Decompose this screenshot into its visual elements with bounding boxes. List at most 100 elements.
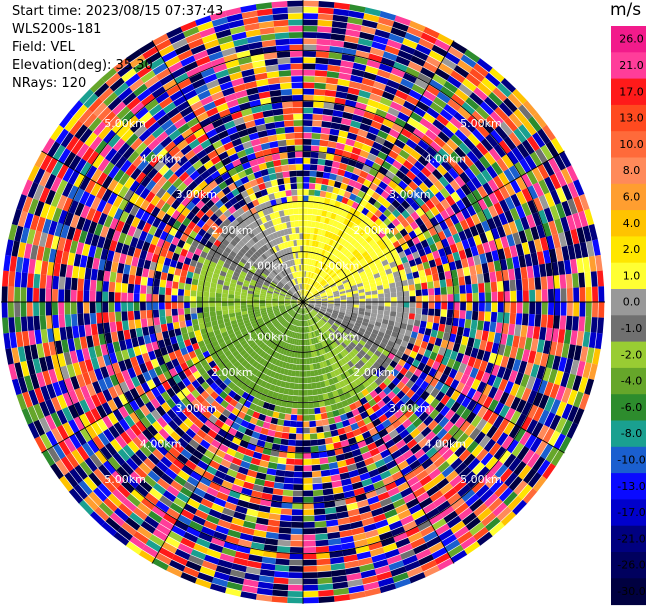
velocity-gate: [26, 287, 33, 302]
velocity-gate: [439, 187, 451, 199]
velocity-gate: [506, 334, 514, 347]
velocity-gate: [260, 563, 276, 571]
velocity-gate: [339, 529, 353, 538]
velocity-gate: [348, 585, 365, 594]
velocity-gate: [388, 33, 405, 44]
velocity-gate: [340, 342, 348, 349]
velocity-gate: [316, 362, 321, 370]
velocity-gate: [140, 302, 146, 311]
velocity-gate: [422, 229, 432, 240]
velocity-gate: [306, 320, 309, 327]
velocity-gate: [337, 517, 350, 526]
velocity-gate: [309, 325, 313, 332]
velocity-gate: [475, 264, 483, 275]
velocity-gate: [550, 189, 561, 205]
velocity-gate: [237, 411, 246, 420]
velocity-gate: [432, 119, 446, 131]
velocity-gate: [121, 522, 137, 536]
velocity-gate: [27, 316, 34, 331]
velocity-gate: [322, 114, 333, 122]
velocity-gate: [378, 373, 387, 382]
velocity-gate: [300, 308, 302, 314]
velocity-gate: [308, 357, 313, 364]
velocity-gate: [312, 344, 316, 351]
velocity-gate: [503, 97, 518, 113]
velocity-gate: [504, 407, 516, 422]
velocity-gate: [292, 312, 297, 318]
velocity-gate: [394, 139, 406, 149]
velocity-gate: [221, 480, 234, 490]
velocity-gate: [400, 394, 411, 404]
velocity-gate: [270, 417, 279, 425]
velocity-gate: [555, 417, 567, 434]
velocity-gate: [188, 438, 200, 450]
velocity-gate: [320, 216, 326, 223]
velocity-gate: [22, 330, 30, 347]
velocity-gate: [234, 551, 250, 560]
velocity-gate: [389, 360, 398, 369]
velocity-gate: [307, 305, 313, 310]
velocity-gate: [472, 292, 479, 302]
velocity-gate: [500, 355, 509, 368]
velocity-gate: [190, 296, 197, 302]
velocity-gate: [322, 488, 334, 496]
velocity-gate: [394, 117, 407, 128]
velocity-gate: [188, 554, 204, 566]
velocity-gate: [224, 501, 237, 511]
velocity-gate: [160, 473, 174, 485]
velocity-gate: [364, 343, 372, 350]
velocity-gate: [320, 341, 326, 348]
velocity-gate: [463, 327, 471, 338]
velocity-gate: [299, 320, 301, 327]
velocity-gate: [375, 262, 383, 269]
velocity-gate: [59, 327, 67, 341]
velocity-gate: [435, 202, 445, 213]
velocity-gate: [335, 505, 348, 513]
velocity-gate: [336, 346, 343, 353]
velocity-gate: [390, 306, 397, 312]
velocity-gate: [263, 346, 270, 353]
velocity-gate: [309, 312, 314, 318]
velocity-gate: [356, 499, 369, 508]
velocity-gate: [310, 376, 316, 383]
velocity-gate: [217, 559, 233, 569]
velocity-gate: [117, 526, 133, 541]
velocity-gate: [555, 187, 567, 203]
velocity-gate: [467, 356, 476, 368]
velocity-gate: [449, 350, 458, 361]
velocity-gate: [190, 302, 197, 308]
velocity-gate: [221, 297, 228, 302]
velocity-gate: [328, 261, 335, 268]
velocity-gate: [400, 44, 416, 55]
velocity-gate: [481, 220, 491, 233]
velocity-gate: [315, 298, 322, 300]
velocity-gate: [287, 439, 296, 446]
velocity-gate: [371, 309, 378, 314]
velocity-gate: [180, 486, 193, 498]
velocity-gate: [353, 355, 361, 363]
velocity-gate: [313, 508, 326, 515]
velocity-gate: [340, 299, 347, 302]
velocity-gate: [467, 256, 475, 267]
velocity-gate: [289, 547, 303, 554]
velocity-gate: [317, 355, 323, 363]
velocity-gate: [582, 225, 592, 242]
velocity-gate: [355, 279, 363, 285]
velocity-gate: [351, 231, 359, 239]
velocity-gate: [152, 482, 167, 495]
velocity-gate: [538, 209, 548, 225]
velocity-gate: [415, 207, 425, 217]
velocity-gate: [420, 213, 430, 224]
velocity-gate: [330, 193, 338, 201]
velocity-gate: [340, 333, 347, 340]
velocity-gate: [315, 283, 321, 289]
velocity-gate: [319, 309, 326, 314]
velocity-gate: [437, 131, 450, 143]
velocity-gate: [416, 263, 424, 272]
velocity-gate: [334, 320, 341, 326]
velocity-gate: [357, 557, 373, 566]
velocity-gate: [447, 424, 459, 437]
velocity-gate: [374, 218, 383, 227]
velocity-gate: [359, 123, 371, 132]
velocity-gate: [536, 251, 545, 265]
